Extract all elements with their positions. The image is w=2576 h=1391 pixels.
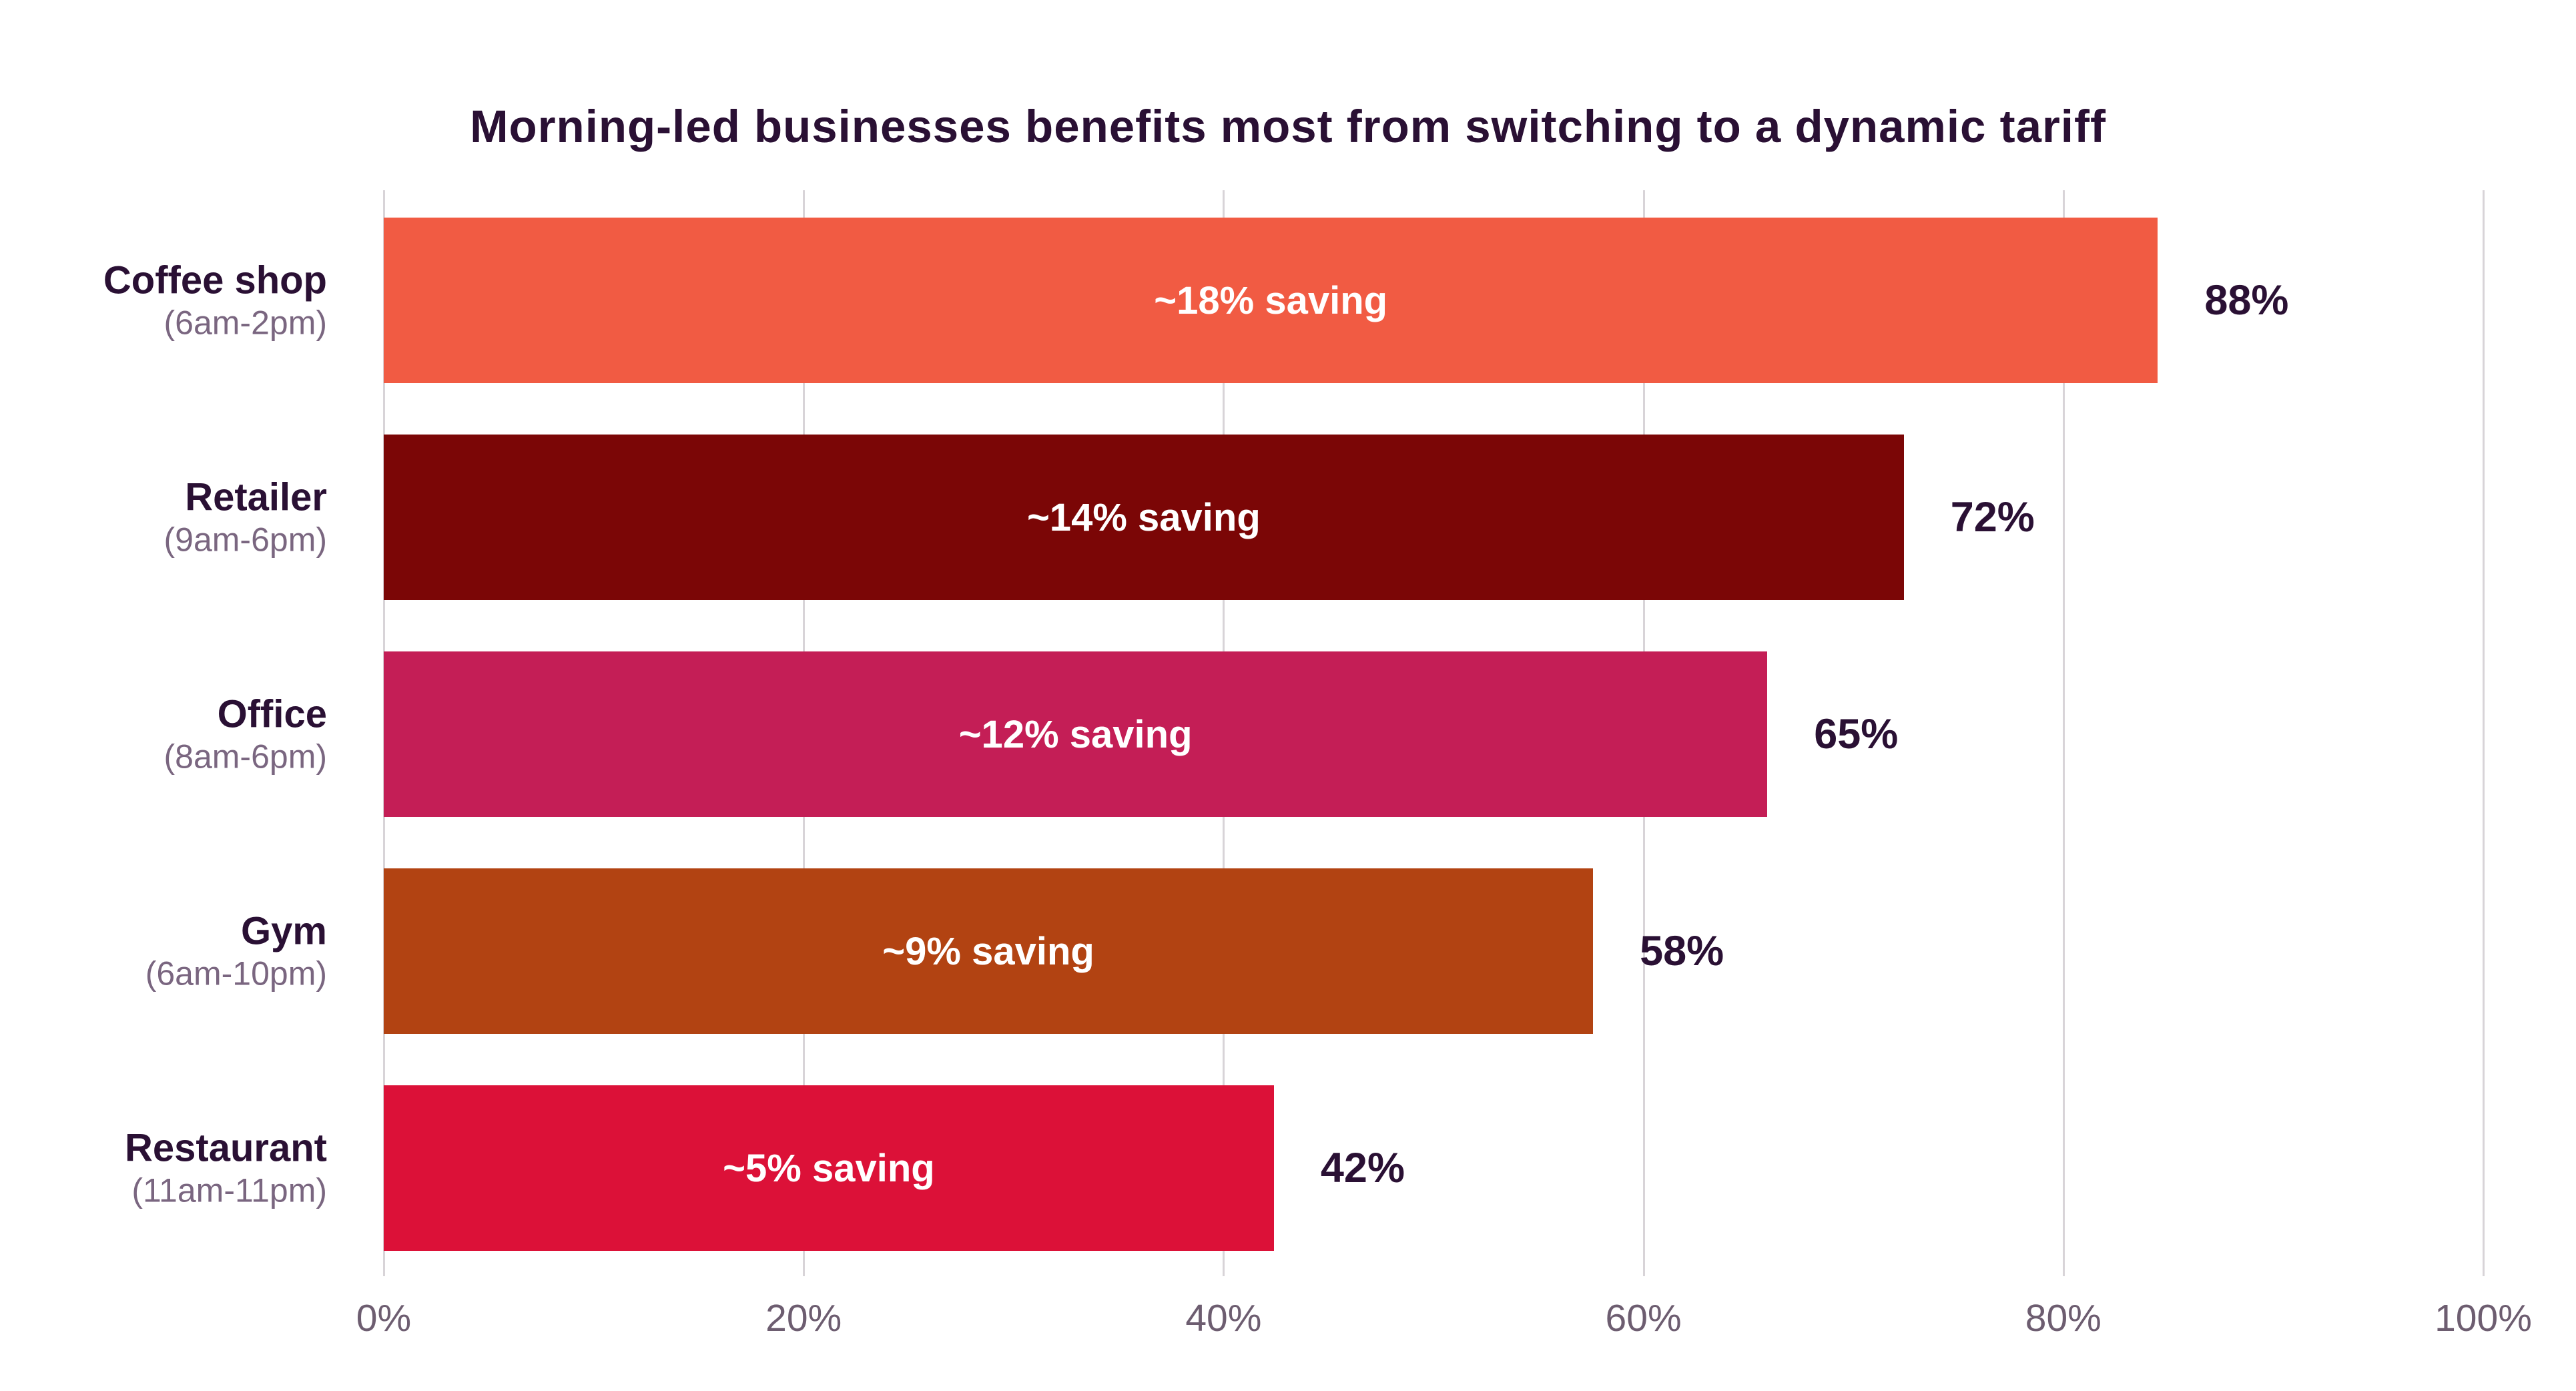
gridline <box>2483 190 2485 1276</box>
plot-area: Coffee shop (6am-2pm) ~18% saving 88% Re… <box>103 190 2532 1340</box>
bar-office: ~12% saving <box>384 651 1768 817</box>
bar-saving-label: ~12% saving <box>958 712 1193 756</box>
category-hours: (8am-6pm) <box>164 738 327 776</box>
category-label: Office (8am-6pm) <box>164 691 327 776</box>
bar-value-label: 42% <box>1320 1145 1405 1191</box>
bar-gym: ~9% saving <box>384 868 1594 1034</box>
category-name: Coffee shop <box>103 258 327 302</box>
category-label: Retailer (9am-6pm) <box>164 475 327 559</box>
bar-saving-label: ~9% saving <box>882 929 1094 973</box>
category-name: Gym <box>241 909 327 953</box>
category-hours: (6am-10pm) <box>145 954 327 993</box>
category-name: Office <box>217 692 327 736</box>
bar-row-gym: Gym (6am-10pm) ~9% saving 58% <box>145 868 2483 1034</box>
x-tick-label: 60% <box>1605 1297 1682 1340</box>
bar-restaurant: ~5% saving <box>384 1085 1274 1251</box>
bar-saving-label: ~14% saving <box>1026 495 1261 539</box>
bar-value-label: 65% <box>1814 711 1899 758</box>
bar-saving-label: ~18% saving <box>1154 278 1388 322</box>
bar-row-office: Office (8am-6pm) ~12% saving 65% <box>164 651 2483 817</box>
x-tick-label: 0% <box>356 1297 412 1340</box>
category-name: Restaurant <box>125 1126 327 1170</box>
category-label: Restaurant (11am-11pm) <box>125 1125 327 1210</box>
category-hours: (6am-2pm) <box>164 304 327 342</box>
category-label: Coffee shop (6am-2pm) <box>103 258 327 342</box>
category-label: Gym (6am-10pm) <box>145 908 327 993</box>
bar-value-label: 88% <box>2204 277 2289 324</box>
bar-row-coffee-shop: Coffee shop (6am-2pm) ~18% saving 88% <box>103 218 2483 383</box>
x-tick-label: 40% <box>1185 1297 1262 1340</box>
x-tick-label: 80% <box>2025 1297 2102 1340</box>
bar-row-restaurant: Restaurant (11am-11pm) ~5% saving 42% <box>125 1085 2483 1251</box>
x-tick-label: 20% <box>765 1297 842 1340</box>
bar-retailer: ~14% saving <box>384 435 1904 600</box>
bar-value-label: 72% <box>1950 494 2035 541</box>
bar-coffee-shop: ~18% saving <box>384 218 2158 383</box>
bar-value-label: 58% <box>1640 928 1724 975</box>
category-hours: (11am-11pm) <box>131 1171 327 1209</box>
gridline <box>2062 190 2065 1276</box>
bar-row-retailer: Retailer (9am-6pm) ~14% saving 72% <box>164 435 2483 600</box>
x-tick-label: 100% <box>2435 1297 2532 1340</box>
category-hours: (9am-6pm) <box>164 521 327 559</box>
chart-title: Morning-led businesses benefits most fro… <box>470 101 2106 153</box>
bar-saving-label: ~5% saving <box>723 1146 935 1190</box>
category-name: Retailer <box>185 475 327 519</box>
